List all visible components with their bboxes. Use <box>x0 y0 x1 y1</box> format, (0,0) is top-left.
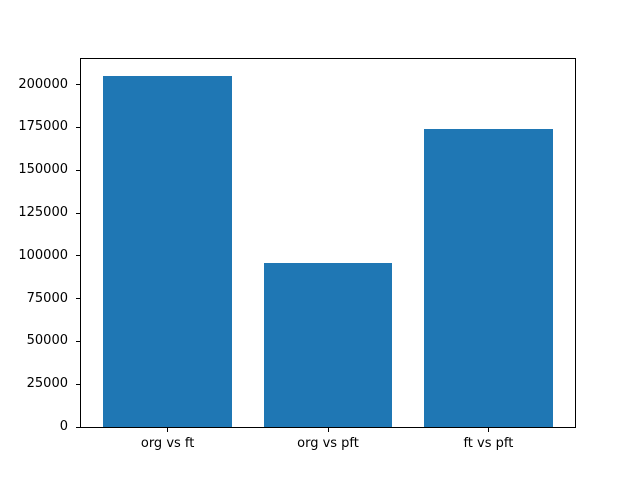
y-tick-mark <box>76 169 80 171</box>
x-tick-mark <box>487 428 489 432</box>
y-tick-mark <box>76 212 80 214</box>
bar-ft-vs-pft <box>424 128 553 427</box>
y-tick-label: 100000 <box>18 247 68 263</box>
x-tick-label: org vs pft <box>297 436 359 451</box>
y-tick-label: 200000 <box>18 76 68 92</box>
y-tick-label: 0 <box>59 419 68 434</box>
bar-org-vs-pft <box>263 263 393 427</box>
x-tick-label: org vs ft <box>140 436 195 451</box>
y-tick-mark <box>76 426 80 428</box>
y-tick-label: 175000 <box>18 119 68 135</box>
x-tick-label: ft vs pft <box>463 436 514 451</box>
y-tick-mark <box>76 298 80 300</box>
y-tick-mark <box>76 255 80 257</box>
y-tick-label: 125000 <box>18 205 68 221</box>
y-tick-label: 150000 <box>18 162 68 178</box>
y-tick-mark <box>76 84 80 86</box>
y-tick-mark <box>76 340 80 342</box>
plot-area: 0 25000 50000 75000 100000 125000 150000 175000… <box>18 58 576 451</box>
y-tick-label: 75000 <box>26 290 68 306</box>
y-tick-mark <box>76 126 80 128</box>
y-tick-mark <box>76 383 80 385</box>
bar-org-vs-ft <box>103 76 232 427</box>
x-tick-mark <box>327 428 329 432</box>
y-tick-label: 50000 <box>26 333 68 349</box>
y-tick-label: 25000 <box>26 376 68 392</box>
x-tick-mark <box>167 428 169 432</box>
